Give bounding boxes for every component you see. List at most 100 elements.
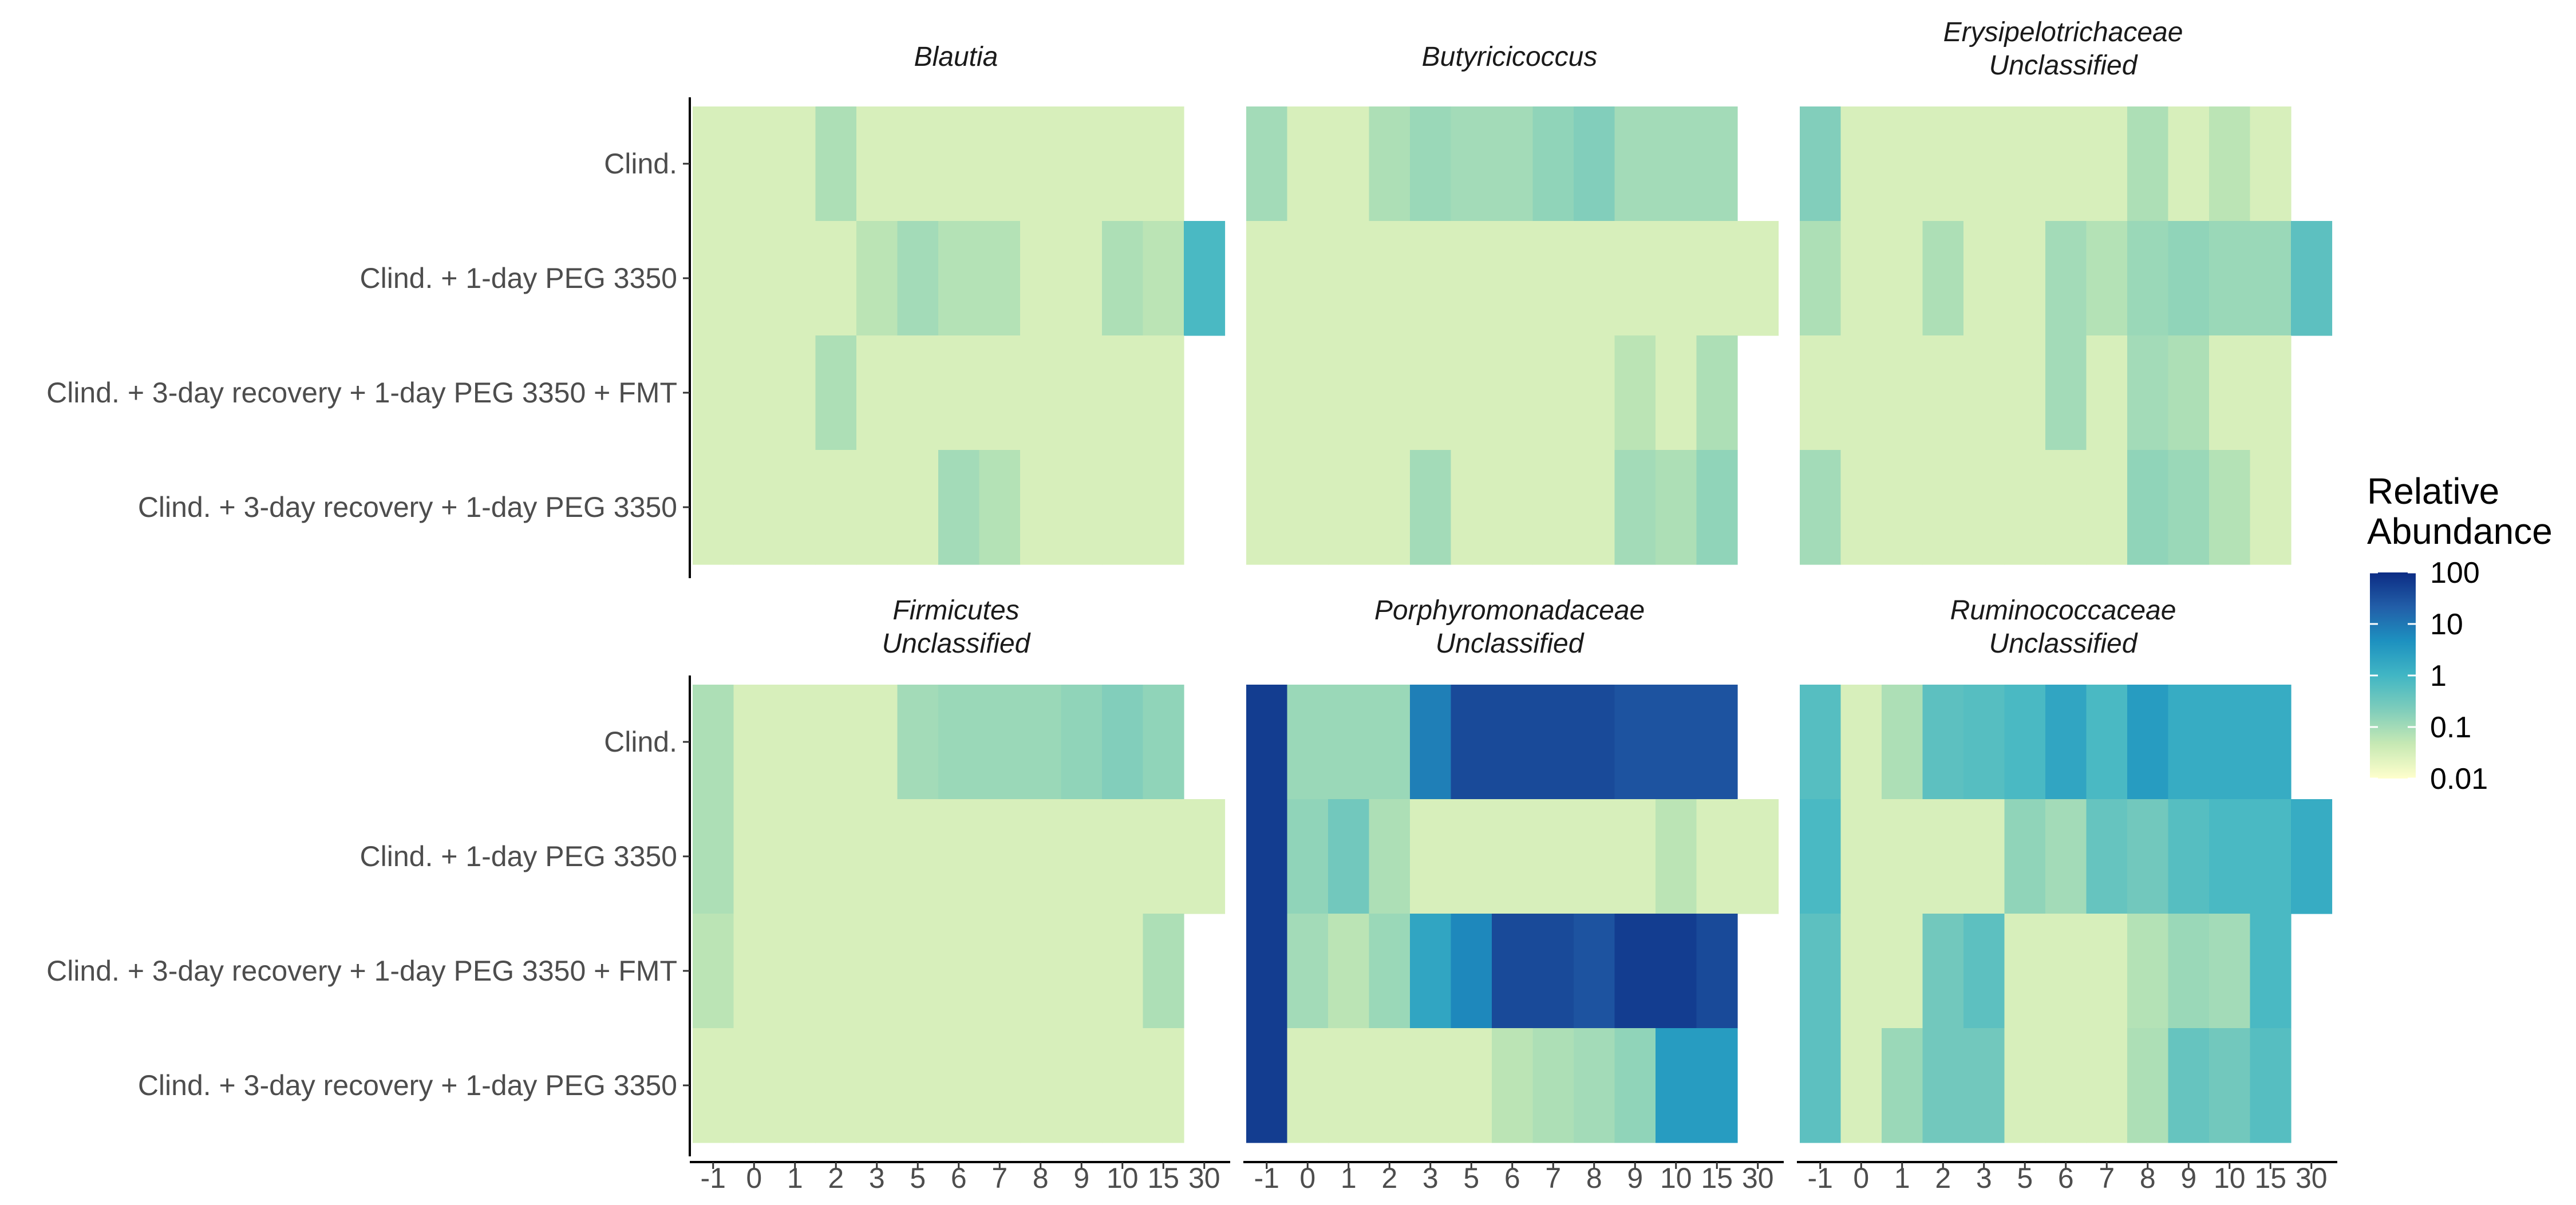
legend-tick-label: 100 (2430, 556, 2480, 590)
heatmap-cell (1614, 450, 1656, 565)
heatmap-cell (1696, 335, 1738, 451)
heatmap-cell (1574, 799, 1615, 914)
heatmap-cell (693, 1028, 734, 1143)
heatmap-cell (733, 450, 775, 565)
heatmap-cell (2127, 335, 2169, 451)
heatmap-cell (1410, 914, 1452, 1029)
heatmap-cell (1369, 106, 1411, 222)
heatmap-cell (2209, 685, 2251, 800)
x-tick-label: 9 (1073, 1162, 1089, 1194)
heatmap-cell (2086, 106, 2128, 222)
heatmap-cell (979, 221, 1021, 336)
heatmap-cell (1246, 106, 1288, 222)
facet-title: Erysipelotrichaceae (1943, 17, 2183, 48)
heatmap-cell (2045, 221, 2087, 336)
heatmap-cell (2045, 450, 2087, 565)
heatmap-cell (815, 799, 857, 914)
heatmap-cell (733, 335, 775, 451)
heatmap-cell (1410, 335, 1452, 451)
heatmap-cell (2168, 106, 2210, 222)
heatmap-cell (1328, 221, 1370, 336)
heatmap-cell (1840, 1028, 1882, 1143)
heatmap-cell (2168, 685, 2210, 800)
heatmap-cell (1184, 221, 1226, 336)
x-tick-label: -1 (1808, 1162, 1833, 1194)
heatmap-cell (1246, 335, 1288, 451)
facet-title: Unclassified (1989, 629, 2138, 659)
heatmap-cell (1963, 685, 2005, 800)
heatmap-cell (979, 1028, 1021, 1143)
heatmap-cell (2168, 450, 2210, 565)
heatmap-cell (1246, 221, 1288, 336)
heatmap-cell (1840, 685, 1882, 800)
heatmap-cell (1102, 1028, 1144, 1143)
heatmap-cell (733, 799, 775, 914)
heatmap-cell (1532, 106, 1574, 222)
heatmap-cell (2209, 106, 2251, 222)
heatmap-cell (1451, 450, 1492, 565)
heatmap-cell (1656, 106, 1697, 222)
x-tick-label: 15 (2254, 1162, 2286, 1194)
heatmap-cell (775, 221, 816, 336)
heatmap-cell (1410, 1028, 1452, 1143)
heatmap-cell (938, 914, 980, 1029)
heatmap-cell (2086, 914, 2128, 1029)
heatmap-cell (2168, 1028, 2210, 1143)
heatmap-cell (815, 685, 857, 800)
heatmap-cell (1102, 799, 1144, 914)
heatmap-cell (1963, 450, 2005, 565)
heatmap-cell (1492, 914, 1534, 1029)
heatmap-cell (1410, 106, 1452, 222)
x-tick-label: 9 (2180, 1162, 2196, 1194)
heatmap-cell (1696, 106, 1738, 222)
heatmap-cell (1061, 799, 1103, 914)
heatmap-cell (1882, 450, 1923, 565)
heatmap-cell (775, 106, 816, 222)
heatmap-cell (1532, 221, 1574, 336)
heatmap-cell (897, 1028, 939, 1143)
y-tick-label: Clind. (604, 148, 677, 180)
x-tick-label: 15 (1701, 1162, 1733, 1194)
heatmap-cell (1369, 799, 1411, 914)
heatmap-cell (1451, 914, 1492, 1029)
heatmap-cell (1369, 1028, 1411, 1143)
heatmap-cell (1532, 914, 1574, 1029)
heatmap-cell (815, 450, 857, 565)
heatmap-cell (693, 914, 734, 1029)
heatmap-cell (2209, 914, 2251, 1029)
x-tick-label: 2 (1935, 1162, 1951, 1194)
heatmap-cell (1102, 914, 1144, 1029)
heatmap-cell (1532, 1028, 1574, 1143)
heatmap-cell (938, 106, 980, 222)
facet-panel: Blautia Clind. Clind. + 1-day PEG 3350 Clin… (46, 42, 1226, 578)
heatmap-cell (2250, 1028, 2291, 1143)
legend-title: Relative (2367, 471, 2499, 512)
heatmap-cell (693, 106, 734, 222)
heatmap-cell (1737, 221, 1779, 336)
heatmap-cell (733, 685, 775, 800)
facet-title: Porphyromonadaceae (1374, 595, 1645, 626)
x-tick-label: 10 (2214, 1162, 2246, 1194)
x-tick-label: 30 (1742, 1162, 1774, 1194)
x-tick-label: -1 (1254, 1162, 1279, 1194)
heatmap-cell (2250, 106, 2291, 222)
heatmap-cell (1328, 685, 1370, 800)
heatmap-cell (1287, 1028, 1329, 1143)
heatmap-cell (1061, 106, 1103, 222)
heatmap-cell (2250, 685, 2291, 800)
heatmap-cell (1963, 1028, 2005, 1143)
facet-panel: Butyricicoccus (1246, 42, 1779, 565)
heatmap-cell (1574, 914, 1615, 1029)
heatmap-cell (1246, 914, 1288, 1029)
x-tick-label: 5 (2017, 1162, 2033, 1194)
heatmap-cell (733, 1028, 775, 1143)
facet-title: Unclassified (1989, 50, 2138, 81)
heatmap-cell (775, 450, 816, 565)
heatmap-cell (2250, 221, 2291, 336)
heatmap-cell (1287, 685, 1329, 800)
heatmap-cell (1246, 450, 1288, 565)
heatmap-cell (1246, 685, 1288, 800)
y-tick-label: Clind. + 1-day PEG 3350 (360, 262, 678, 294)
x-tick-label: 30 (2296, 1162, 2328, 1194)
